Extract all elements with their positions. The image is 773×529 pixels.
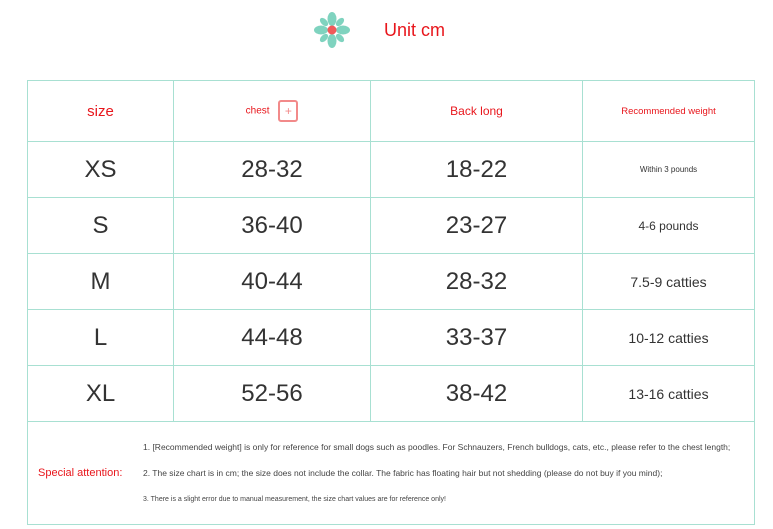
note-3: 3. There is a slight error due to manual…: [143, 496, 446, 503]
header-size: size: [27, 80, 174, 142]
weight-cell: 13-16 catties: [582, 365, 755, 422]
size-cell: XS: [27, 141, 174, 198]
size-cell: XL: [27, 365, 174, 422]
table-row: S 36-40 23-27 4-6 pounds: [27, 197, 755, 254]
chest-measure-icon: +: [278, 100, 299, 122]
chest-cell: 40-44: [173, 253, 371, 310]
unit-label: Unit cm: [384, 19, 446, 40]
weight-cell: 10-12 catties: [582, 309, 755, 366]
size-cell: L: [27, 309, 174, 366]
size-chart-table: size chest + Back long Recommended weigh…: [27, 80, 755, 525]
back-cell: 18-22: [370, 141, 583, 198]
header-chest: chest +: [173, 80, 371, 142]
header-back-long: Back long: [370, 80, 583, 142]
flower-logo-icon: [314, 12, 350, 48]
weight-cell: 7.5-9 catties: [582, 253, 755, 310]
back-cell: 23-27: [370, 197, 583, 254]
size-cell: S: [27, 197, 174, 254]
note-1: 1. [Recommended weight] is only for refe…: [143, 442, 731, 452]
chest-cell: 44-48: [173, 309, 371, 366]
header: Unit cm: [312, 10, 445, 50]
back-cell: 38-42: [370, 365, 583, 422]
note-2: 2. The size chart is in cm; the size doe…: [143, 468, 663, 478]
back-cell: 28-32: [370, 253, 583, 310]
weight-cell: 4-6 pounds: [582, 197, 755, 254]
weight-cell: Within 3 pounds: [582, 141, 755, 198]
special-attention-label: Special attention:: [38, 467, 123, 479]
table-row: M 40-44 28-32 7.5-9 catties: [27, 253, 755, 310]
notes-cell: Special attention: 1. [Recommended weigh…: [27, 421, 755, 525]
back-cell: 33-37: [370, 309, 583, 366]
size-cell: M: [27, 253, 174, 310]
header-chest-label: chest: [245, 105, 270, 117]
header-recommended-weight: Recommended weight: [582, 80, 755, 142]
table-row: L 44-48 33-37 10-12 catties: [27, 309, 755, 366]
notes-row: Special attention: 1. [Recommended weigh…: [27, 421, 755, 525]
table-row: XL 52-56 38-42 13-16 catties: [27, 365, 755, 422]
chest-cell: 52-56: [173, 365, 371, 422]
chest-cell: 36-40: [173, 197, 371, 254]
table-row: XS 28-32 18-22 Within 3 pounds: [27, 141, 755, 198]
chest-cell: 28-32: [173, 141, 371, 198]
table-header-row: size chest + Back long Recommended weigh…: [27, 80, 755, 142]
